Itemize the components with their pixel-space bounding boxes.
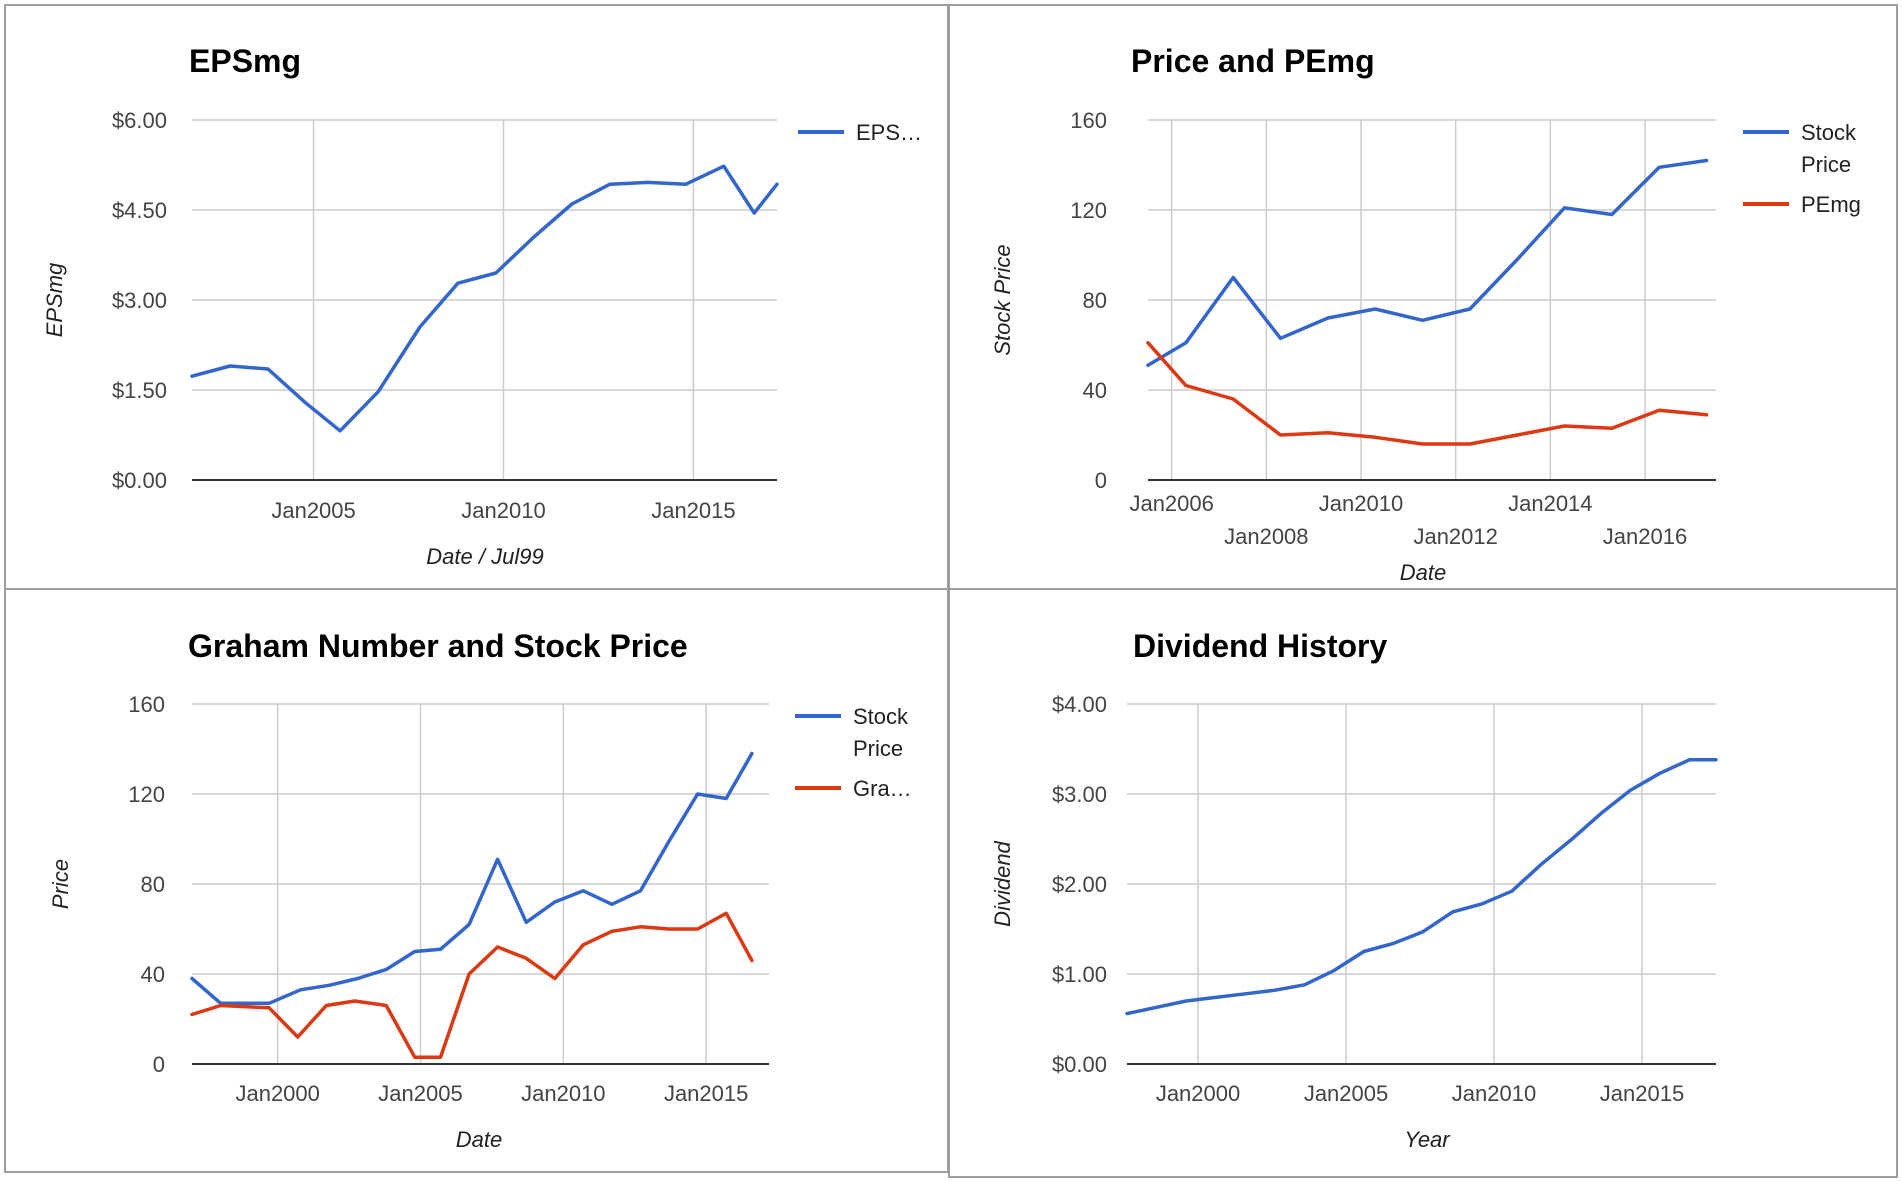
price-pemg-chart-title: Price and PEmg: [1131, 43, 1375, 79]
epsmg-y-tick-label: $0.00: [112, 468, 167, 493]
price-pemg-series-line-2: [1146, 341, 1709, 446]
dividend-y-tick-label: $2.00: [1052, 872, 1107, 897]
graham-number-chart: 0 40 80 120 160 Jan2000 Jan2005 Jan2010 Jan2015 G…: [48, 628, 912, 1152]
price-pemg-x-tick-label: Jan2016: [1603, 524, 1687, 549]
price-pemg-series-line-1: [1146, 158, 1709, 368]
price-pemg-x-axis-title: Date: [1400, 560, 1446, 585]
graham-y-tick-label: 0: [153, 1052, 165, 1077]
chart-panel-epsmg[interactable]: $0.00 $1.50 $3.00 $4.50 $6.00 Jan2005 Jan2010 J…: [4, 4, 949, 590]
epsmg-x-tick-label: Jan2010: [461, 498, 545, 523]
dividend-y-tick-label: $4.00: [1052, 692, 1107, 717]
graham-y-tick-label: 80: [141, 872, 165, 897]
price-pemg-y-axis-title: Stock Price: [990, 244, 1015, 355]
dividend-y-axis-title: Dividend: [990, 840, 1015, 926]
price-pemg-y-tick-label: 40: [1083, 378, 1107, 403]
chart-panel-dividend[interactable]: $0.00 $1.00 $2.00 $3.00 $4.00 Jan2000 Jan2005 J…: [948, 588, 1898, 1178]
epsmg-legend-label-1: EPS…: [856, 120, 922, 145]
price-pemg-legend-label-1: Price: [1801, 152, 1851, 177]
price-pemg-x-tick-label: Jan2006: [1129, 491, 1213, 516]
epsmg-y-tick-label: $1.50: [112, 378, 167, 403]
graham-chart-title: Graham Number and Stock Price: [188, 628, 688, 664]
graham-legend-label-1: Stock: [853, 704, 909, 729]
graham-legend-label-1: Price: [853, 736, 903, 761]
price-pemg-legend-label-2: PEmg: [1801, 192, 1861, 217]
graham-x-tick-label: Jan2000: [235, 1081, 319, 1106]
graham-x-tick-label: Jan2005: [378, 1081, 462, 1106]
graham-x-tick-label: Jan2010: [521, 1081, 605, 1106]
dividend-x-tick-label: Jan2000: [1156, 1081, 1240, 1106]
graham-y-tick-label: 40: [141, 962, 165, 987]
graham-y-axis-title: Price: [48, 859, 73, 909]
dividend-history-chart: $0.00 $1.00 $2.00 $3.00 $4.00 Jan2000 Jan2005 J…: [990, 628, 1718, 1152]
chart-panel-price-pemg[interactable]: 0 40 80 120 160 Jan2006 Jan2008 Jan2010 Jan2012 J…: [948, 4, 1898, 590]
price-pemg-legend-label-1: Stock: [1801, 120, 1857, 145]
chart-panel-graham[interactable]: 0 40 80 120 160 Jan2000 Jan2005 Jan2010 Jan2015 G…: [4, 588, 949, 1173]
dividend-x-tick-label: Jan2005: [1304, 1081, 1388, 1106]
graham-legend-label-2: Gra…: [853, 776, 912, 801]
epsmg-y-tick-label: $6.00: [112, 108, 167, 133]
graham-x-axis-title: Date: [456, 1127, 502, 1152]
epsmg-x-tick-label: Jan2005: [271, 498, 355, 523]
price-pemg-x-tick-label: Jan2012: [1413, 524, 1497, 549]
dividend-chart-title: Dividend History: [1133, 628, 1387, 664]
price-pemg-x-tick-label: Jan2008: [1224, 524, 1308, 549]
graham-x-tick-label: Jan2015: [664, 1081, 748, 1106]
price-pemg-y-tick-label: 80: [1083, 288, 1107, 313]
dividend-x-axis-title: Year: [1404, 1127, 1451, 1152]
epsmg-x-axis-title: Date / Jul99: [426, 544, 543, 569]
graham-y-tick-label: 160: [128, 692, 165, 717]
epsmg-y-tick-label: $3.00: [112, 288, 167, 313]
dividend-series-line-1: [1125, 758, 1718, 1016]
epsmg-x-tick-label: Jan2015: [651, 498, 735, 523]
epsmg-chart: $0.00 $1.50 $3.00 $4.50 $6.00 Jan2005 Jan2010 J…: [42, 43, 922, 569]
epsmg-chart-title: EPSmg: [189, 43, 301, 79]
dividend-x-tick-label: Jan2010: [1452, 1081, 1536, 1106]
graham-series-line-1: [190, 751, 754, 1006]
epsmg-y-tick-label: $4.50: [112, 198, 167, 223]
dividend-y-tick-label: $0.00: [1052, 1052, 1107, 1077]
price-pemg-chart: 0 40 80 120 160 Jan2006 Jan2008 Jan2010 Jan2012 J…: [990, 43, 1861, 585]
dividend-y-tick-label: $1.00: [1052, 962, 1107, 987]
graham-series-line-2: [190, 911, 754, 1060]
price-pemg-y-tick-label: 0: [1095, 468, 1107, 493]
price-pemg-x-tick-label: Jan2010: [1319, 491, 1403, 516]
price-pemg-x-tick-label: Jan2014: [1508, 491, 1592, 516]
graham-y-tick-label: 120: [128, 782, 165, 807]
epsmg-series-line-1: [190, 164, 779, 433]
epsmg-y-axis-title: EPSmg: [42, 262, 67, 337]
dividend-y-tick-label: $3.00: [1052, 782, 1107, 807]
price-pemg-y-tick-label: 160: [1070, 108, 1107, 133]
price-pemg-y-tick-label: 120: [1070, 198, 1107, 223]
dividend-x-tick-label: Jan2015: [1600, 1081, 1684, 1106]
